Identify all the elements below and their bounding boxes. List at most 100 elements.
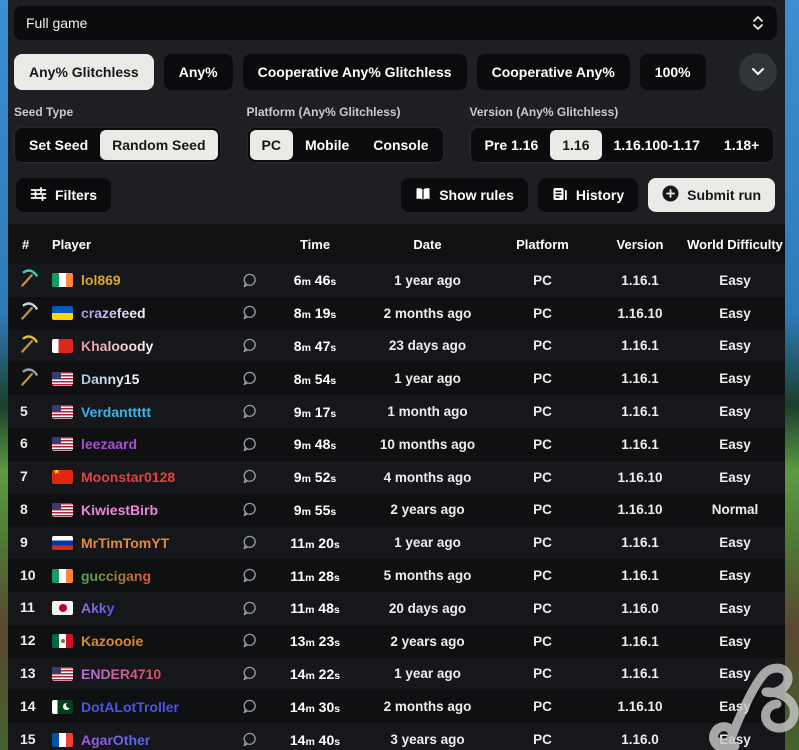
date-cell: 2 years ago [390, 502, 465, 518]
version-cell: 1.16.1 [621, 666, 659, 682]
table-row[interactable]: 5 Verdanttttt 9m 17s 1 month ago PC 1.16.1 Ea… [8, 395, 785, 428]
comment-cell[interactable] [233, 534, 265, 552]
table-row[interactable]: 9 MrTimTomYT 11m 20s 1 year ago PC 1.16.1 Eas… [8, 526, 785, 560]
category-tab[interactable]: Cooperative Any% Glitchless [242, 54, 467, 90]
player-name-link[interactable]: Danny15 [81, 370, 140, 387]
table-row[interactable]: 6 leezaard 9m 48s 10 months ago PC 1.16.1 Eas… [8, 427, 785, 461]
segment-option[interactable]: 1.16.100-1.17 [602, 130, 712, 160]
speech-bubble-icon [241, 436, 258, 453]
trophy-pickaxe-icon [16, 300, 39, 321]
difficulty-cell: Normal [711, 502, 759, 518]
comment-cell[interactable] [233, 337, 265, 355]
segment-option[interactable]: Pre 1.16 [473, 130, 551, 160]
player-name-link[interactable]: ENDER4710 [81, 665, 162, 682]
table-row[interactable]: 14 DotALotTroller 14m 30s 2 months ago PC 1.… [8, 690, 785, 724]
table-row[interactable]: 13 ENDER4710 14m 22s 1 year ago PC 1.16.1 Eas… [8, 657, 785, 691]
version-cell: 1.16.1 [621, 633, 659, 649]
header-version[interactable]: Version [616, 236, 664, 252]
table-header-row: # Player Time Date Platform Version Worl… [8, 224, 785, 264]
player-name-link[interactable]: Verdanttttt [81, 403, 151, 420]
player-name-link[interactable]: AgarOther [81, 731, 151, 748]
table-row[interactable]: lol869 6m 46s 1 year ago PC 1.16.1 Easy [8, 264, 785, 297]
segment-option[interactable]: 1.18+ [712, 130, 771, 160]
segmented-control: Pre 1.16 1.16 1.16.100-1.17 1.18+ [469, 127, 775, 163]
filter-group-label: Platform (Any% Glitchless) [246, 105, 401, 119]
date-cell: 2 months ago [383, 305, 472, 321]
platform-cell: PC [533, 469, 552, 485]
table-row[interactable]: Danny15 8m 54s 1 year ago PC 1.16.1 Easy [8, 362, 785, 396]
category-tab[interactable]: Any% [163, 54, 233, 90]
history-button[interactable]: History [537, 178, 639, 212]
rank-number: 7 [20, 468, 28, 485]
segment-option[interactable]: 1.16 [550, 130, 602, 160]
filters-button[interactable]: Filters [16, 178, 112, 212]
player-name-link[interactable]: Khalooody [81, 337, 154, 354]
comment-cell[interactable] [233, 304, 265, 322]
header-time[interactable]: Time [299, 236, 331, 252]
table-row[interactable]: 11 Akky 11m 48s 20 days ago PC 1.16.0 Easy [8, 591, 785, 625]
platform-cell: PC [533, 305, 552, 321]
header-rank: # [22, 236, 30, 252]
difficulty-cell: Easy [719, 732, 751, 748]
player-name-link[interactable]: guccigang [81, 567, 152, 584]
header-platform[interactable]: Platform [516, 236, 569, 252]
platform-cell: PC [533, 502, 552, 518]
table-row[interactable]: Khalooody 8m 47s 23 days ago PC 1.16.1 Easy [8, 329, 785, 363]
comment-cell[interactable] [233, 370, 265, 388]
player-name-link[interactable]: leezaard [81, 436, 138, 453]
comment-cell[interactable] [233, 698, 265, 716]
header-date[interactable]: Date [413, 236, 442, 252]
submit-run-button[interactable]: Submit run [648, 178, 775, 212]
comment-cell[interactable] [233, 435, 265, 453]
table-row[interactable]: 15 AgarOther 14m 40s 3 years ago PC 1.16.0 Ea… [8, 723, 785, 750]
player-name-link[interactable]: crazefeed [81, 305, 146, 322]
version-cell: 1.16.1 [621, 371, 659, 387]
category-select[interactable]: Full game [14, 6, 777, 40]
trophy-pickaxe-icon [16, 366, 39, 387]
speech-bubble-icon [241, 337, 258, 354]
rank-number: 9 [20, 533, 28, 550]
rank-cell: 6 [16, 435, 52, 453]
trophy-pickaxe-icon [16, 267, 39, 288]
comment-cell[interactable] [233, 665, 265, 683]
player-name-link[interactable]: KiwiestBirb [81, 501, 159, 518]
comment-cell[interactable] [233, 403, 265, 421]
comment-cell[interactable] [233, 599, 265, 617]
comment-cell[interactable] [233, 632, 265, 650]
expand-categories-button[interactable] [739, 53, 777, 91]
player-name-link[interactable]: lol869 [81, 272, 121, 289]
player-name-link[interactable]: DotALotTroller [81, 698, 179, 715]
comment-cell[interactable] [233, 468, 265, 486]
header-difficulty[interactable]: World Difficulty [687, 236, 783, 252]
time-cell: 9m 55s [293, 501, 337, 518]
header-player[interactable]: Player [52, 236, 92, 252]
updown-chevron-icon [751, 14, 765, 32]
table-row[interactable]: 8 KiwiestBirb 9m 55s 2 years ago PC 1.16.10 N… [8, 493, 785, 527]
player-name-link[interactable]: MrTimTomYT [81, 534, 170, 551]
platform-cell: PC [533, 404, 552, 420]
comment-cell[interactable] [233, 567, 265, 585]
show-rules-button[interactable]: Show rules [401, 178, 528, 212]
rank-cell: 7 [16, 468, 52, 486]
player-name-link[interactable]: Kazoooie [81, 633, 144, 650]
category-tab[interactable]: Cooperative Any% [476, 54, 630, 90]
table-row[interactable]: crazefeed 8m 19s 2 months ago PC 1.16.10 Eas… [8, 296, 785, 330]
player-cell: Khalooody [52, 338, 233, 354]
comment-cell[interactable] [233, 271, 265, 289]
table-row[interactable]: 10 guccigang 11m 28s 5 months ago PC 1.16.1 E… [8, 559, 785, 592]
segment-option[interactable]: Mobile [293, 130, 361, 160]
player-name-link[interactable]: Akky [81, 600, 115, 617]
segment-option[interactable]: PC [249, 130, 293, 160]
segment-option[interactable]: Set Seed [17, 130, 100, 160]
player-name-link[interactable]: Moonstar0128 [81, 469, 176, 486]
category-tab[interactable]: Any% Glitchless [14, 54, 154, 90]
comment-cell[interactable] [233, 501, 265, 519]
time-cell: 8m 54s [293, 370, 337, 387]
segment-option[interactable]: Random Seed [100, 130, 218, 160]
difficulty-cell: Easy [719, 600, 751, 616]
table-row[interactable]: 7 Moonstar0128 9m 52s 4 months ago PC 1.16.1… [8, 460, 785, 494]
category-tab[interactable]: 100% [639, 54, 706, 90]
comment-cell[interactable] [233, 731, 265, 749]
table-row[interactable]: 12 Kazoooie 13m 23s 2 years ago PC 1.16.1 Eas… [8, 624, 785, 658]
segment-option[interactable]: Console [361, 130, 440, 160]
